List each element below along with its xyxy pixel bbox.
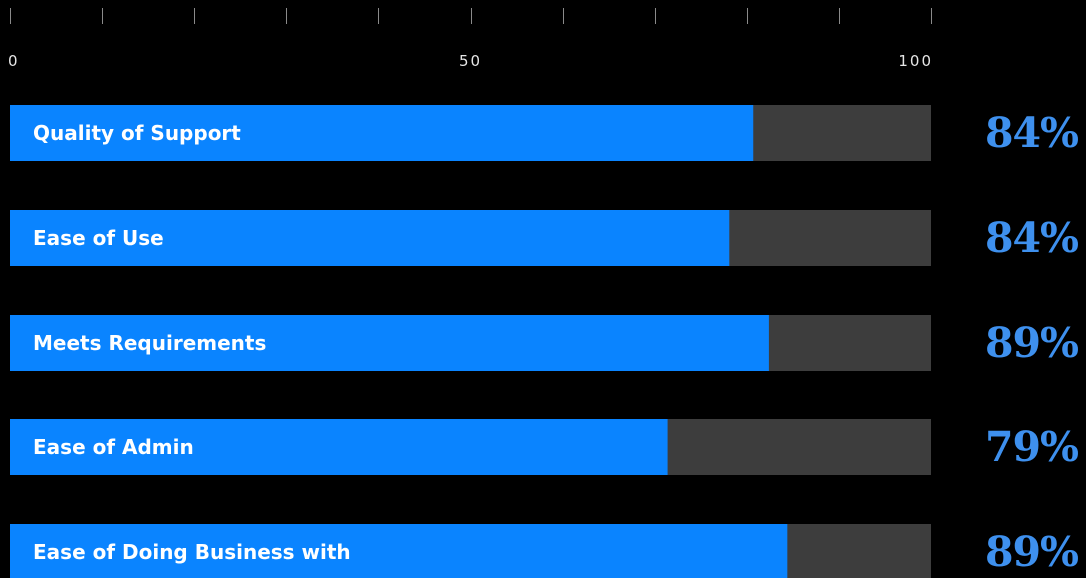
bar-category-label: Ease of Admin: [33, 435, 194, 459]
bar-row: Ease of Use 84%: [10, 210, 1079, 266]
bar: [10, 419, 668, 475]
bar-value-label: 89%: [985, 319, 1078, 367]
bar: [10, 524, 788, 578]
bar-value-label: 84%: [985, 214, 1078, 262]
x-axis: 0 50 100: [8, 8, 933, 70]
bar-value-label: 79%: [985, 423, 1078, 471]
x-tick-label: 50: [459, 52, 482, 70]
bar-value-label: 89%: [985, 528, 1078, 576]
x-tick-label: 100: [898, 52, 933, 70]
bar-value-label: 84%: [985, 109, 1078, 157]
x-tick-label: 0: [8, 52, 20, 70]
bar-row: Meets Requirements 89%: [10, 315, 1079, 371]
bars: Quality of Support 84% Ease of Use 84% Meets…: [10, 105, 1079, 578]
bar: [10, 210, 730, 266]
bar-category-label: Ease of Use: [33, 226, 164, 250]
bar-category-label: Ease of Doing Business with: [33, 540, 351, 564]
bar: [10, 315, 769, 371]
bar-category-label: Quality of Support: [33, 121, 241, 145]
bar-row: Quality of Support 84%: [10, 105, 1079, 161]
bar-row: Ease of Doing Business with 89%: [10, 524, 1079, 578]
bar-row: Ease of Admin 79%: [10, 419, 1079, 475]
bar-category-label: Meets Requirements: [33, 331, 266, 355]
bar: [10, 105, 754, 161]
